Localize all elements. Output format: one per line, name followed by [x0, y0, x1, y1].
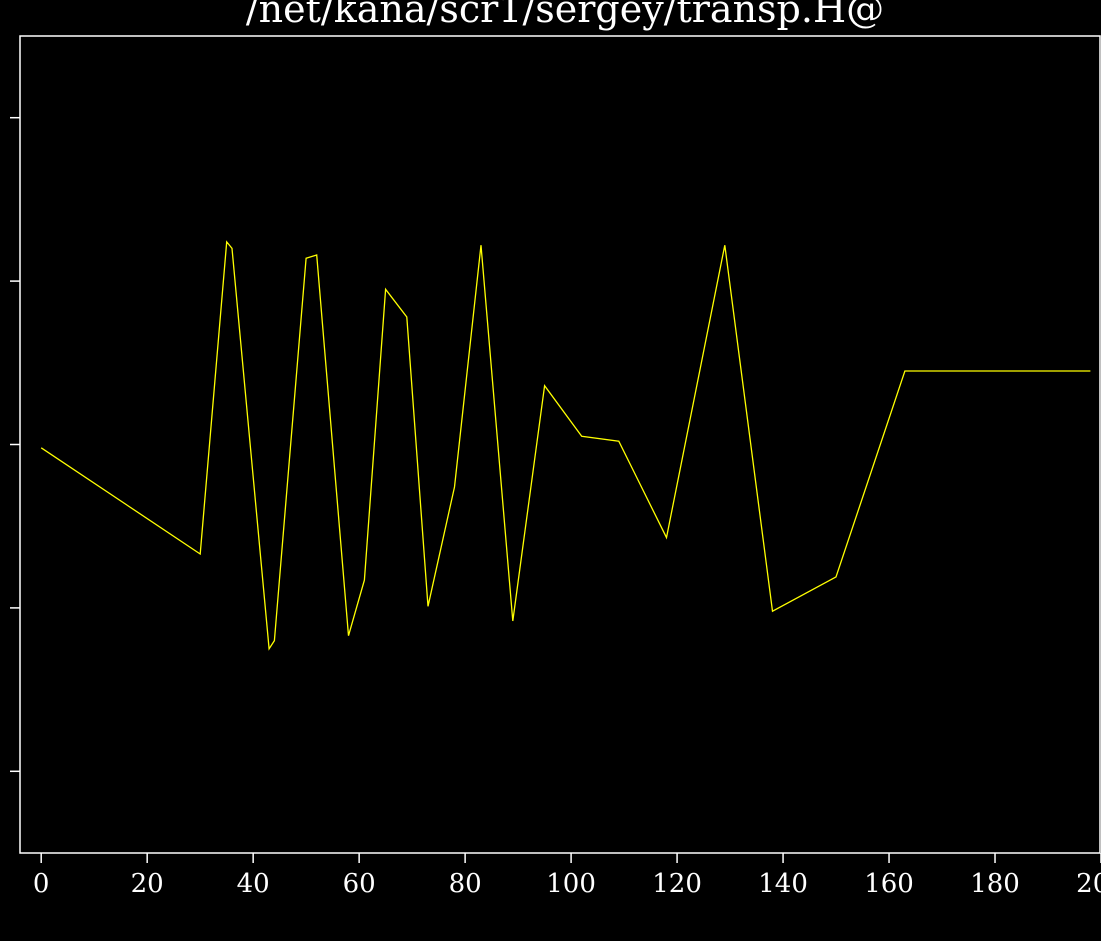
x-tick-label: 140 — [758, 869, 808, 899]
series-group — [40, 240, 1091, 651]
x-tick-label: 160 — [864, 869, 914, 899]
x-tick-label: 120 — [652, 869, 702, 899]
chart-title: /net/kana/scr1/sergey/transp.H@ — [246, 0, 884, 31]
plot-frame — [19, 35, 1101, 854]
x-axis: 0 20 40 60 80 100 120 140 160 180 200 — [33, 853, 1101, 899]
x-tick-label: 100 — [546, 869, 596, 899]
y-axis — [10, 116, 20, 773]
x-tick-label: 0 — [33, 869, 50, 899]
x-tick-label: 40 — [237, 869, 270, 899]
x-tick-label: 60 — [343, 869, 376, 899]
x-tick-label: 200 — [1076, 869, 1101, 899]
x-tick-label: 180 — [970, 869, 1020, 899]
x-tick-label: 80 — [449, 869, 482, 899]
x-tick-label: 20 — [131, 869, 164, 899]
series-line — [40, 240, 1091, 651]
